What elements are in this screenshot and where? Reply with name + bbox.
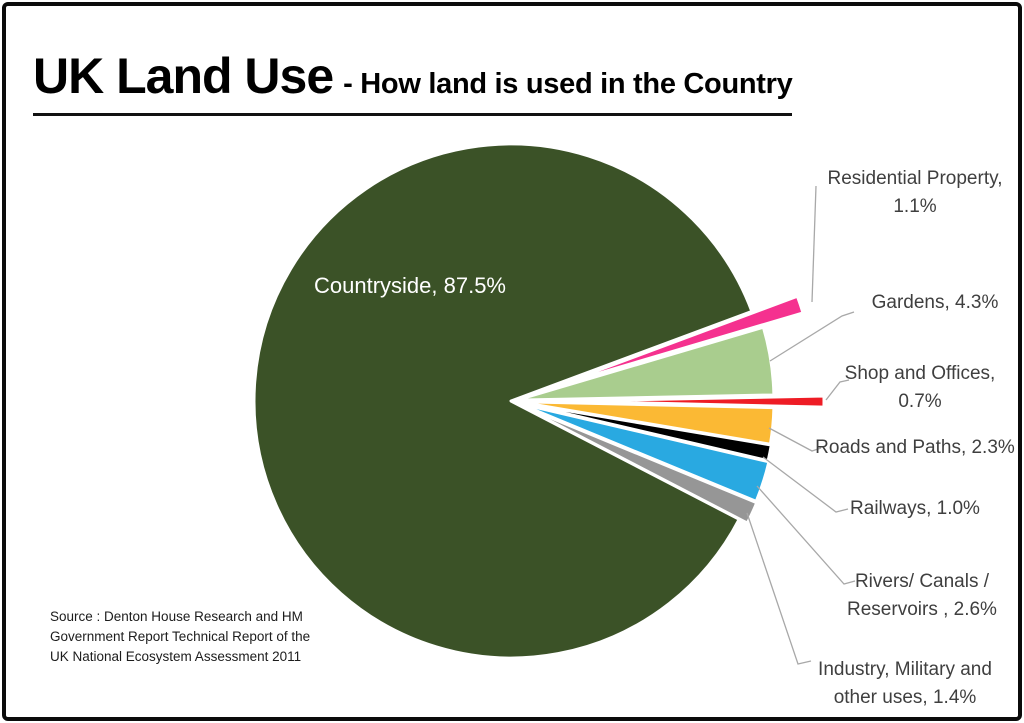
leader-line-shop-and-offices — [825, 379, 850, 401]
leader-line-roads-and-paths — [768, 427, 822, 452]
page-title-main: UK Land Use — [33, 48, 334, 105]
slice-label-shop-and-offices: Shop and Offices, 0.7% — [845, 363, 996, 412]
source-note-line: Source : Denton House Research and HM — [50, 609, 303, 624]
slice-label-industry-military-and-other-uses: Industry, Military and other uses, 1.4% — [818, 659, 992, 708]
page-title-subtitle: - How land is used in the Country — [343, 68, 793, 101]
pie-slice-residential-property — [555, 294, 805, 388]
slice-label-countryside: Countryside, 87.5% — [314, 273, 506, 298]
slice-label-roads-and-paths: Roads and Paths, 2.3% — [815, 437, 1015, 458]
leader-line-rivers-canals-reservoirs — [756, 485, 856, 585]
leader-line-industry-military-and-other-uses — [746, 512, 812, 665]
leader-line-residential-property — [811, 185, 817, 303]
leader-line-gardens — [769, 311, 855, 362]
pie-slice-shop-and-offices — [565, 394, 826, 409]
slice-label-railways: Railways, 1.0% — [850, 498, 980, 519]
source-note-line: Government Report Technical Report of th… — [50, 629, 311, 644]
source-note: Source : Denton House Research and HM Go… — [50, 607, 310, 667]
slice-label-rivers-canals-reservoirs: Rivers/ Canals / Reservoirs , 2.6% — [847, 571, 997, 620]
pie-slice-industry-military-and-other-uses — [517, 403, 759, 525]
slice-label-gardens: Gardens, 4.3% — [872, 292, 999, 313]
page-title: UK Land Use - How land is used in the Cou… — [33, 48, 793, 117]
leader-line-railways — [762, 456, 849, 513]
slice-label-residential-property: Residential Property, 1.1% — [828, 168, 1003, 217]
pie-slice-countryside — [252, 142, 754, 660]
source-note-line: UK National Ecosystem Assessment 2011 — [50, 649, 302, 664]
